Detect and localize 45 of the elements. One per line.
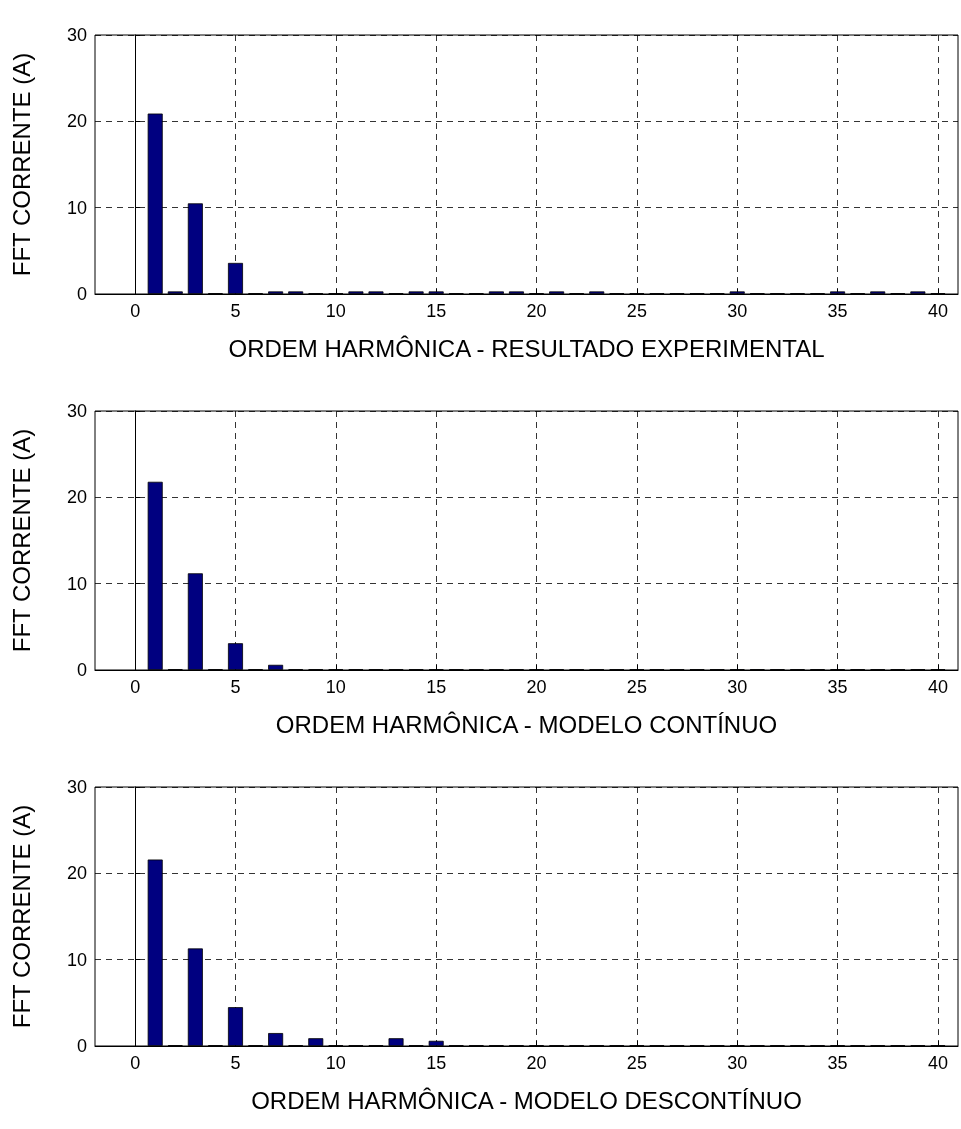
x-axis-title: ORDEM HARMÔNICA - RESULTADO EXPERIMENTAL	[228, 334, 825, 362]
y-tick-label: 30	[66, 401, 87, 421]
x-tick-label: 5	[230, 301, 241, 321]
y-tick-label: 0	[76, 284, 87, 304]
y-tick-label: 10	[66, 197, 87, 218]
x-tick-label: 25	[626, 301, 647, 321]
y-tick-label: 20	[66, 111, 87, 132]
y-tick-label: 30	[66, 25, 87, 45]
x-tick-label: 40	[927, 301, 948, 321]
y-tick-label: 20	[66, 863, 87, 884]
y-axis-title: FFT CORRENTE (A)	[7, 428, 35, 653]
y-axis-title: FFT CORRENTE (A)	[7, 52, 35, 277]
x-axis-title: ORDEM HARMÔNICA - MODELO CONTÍNUO	[275, 710, 778, 738]
x-tick-label: 15	[426, 1053, 447, 1073]
y-tick-label: 0	[76, 660, 87, 680]
x-tick-label: 40	[927, 677, 948, 697]
x-tick-label: 20	[526, 1053, 547, 1073]
y-tick-label: 10	[66, 573, 87, 594]
x-tick-label: 10	[325, 301, 346, 321]
x-tick-label: 25	[626, 1053, 647, 1073]
x-tick-label: 35	[827, 677, 848, 697]
x-tick-label: 35	[827, 1053, 848, 1073]
x-tick-label: 10	[325, 1053, 346, 1073]
x-tick-label: 10	[325, 677, 346, 697]
x-tick-label: 30	[727, 1053, 748, 1073]
y-tick-label: 10	[66, 949, 87, 970]
x-tick-label: 0	[130, 1053, 141, 1073]
x-axis-title: ORDEM HARMÔNICA - MODELO DESCONTÍNUO	[251, 1086, 802, 1114]
x-tick-label: 15	[426, 301, 447, 321]
x-tick-label: 25	[626, 677, 647, 697]
x-tick-label: 5	[230, 1053, 241, 1073]
x-tick-label: 0	[130, 301, 141, 321]
x-tick-label: 5	[230, 677, 241, 697]
x-tick-label: 20	[526, 301, 547, 321]
x-tick-label: 20	[526, 677, 547, 697]
y-tick-label: 0	[76, 1036, 87, 1056]
x-tick-label: 40	[927, 1053, 948, 1073]
x-tick-label: 15	[426, 677, 447, 697]
x-tick-label: 0	[130, 677, 141, 697]
y-axis-title: FFT CORRENTE (A)	[7, 804, 35, 1029]
y-tick-label: 30	[66, 777, 87, 797]
x-tick-label: 30	[727, 677, 748, 697]
x-tick-label: 30	[727, 301, 748, 321]
y-tick-label: 20	[66, 487, 87, 508]
x-tick-label: 35	[827, 301, 848, 321]
